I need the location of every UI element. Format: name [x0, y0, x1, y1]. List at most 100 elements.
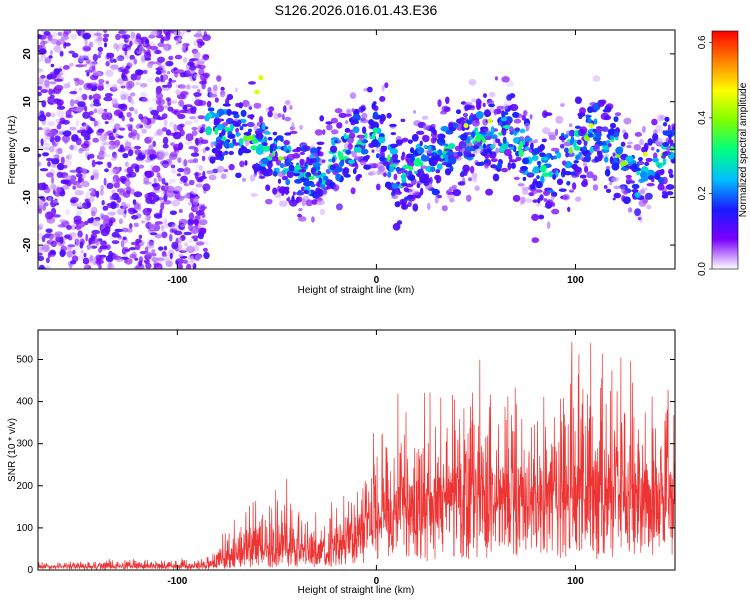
heatmap-cell: [452, 151, 458, 157]
heatmap-cell: [555, 115, 564, 124]
heatmap-cell: [124, 179, 131, 187]
heatmap-cell: [53, 44, 62, 52]
heatmap-cell: [395, 139, 404, 145]
heatmap-cell: [134, 38, 142, 45]
heatmap-cell: [347, 143, 353, 150]
spectrogram-x-label: Height of straight line (km): [298, 285, 415, 296]
heatmap-cell: [421, 180, 427, 184]
heatmap-cell: [412, 203, 419, 212]
heatmap-cell: [255, 133, 264, 140]
heatmap-cell: [541, 138, 547, 143]
heatmap-cell: [57, 224, 66, 228]
heatmap-cell: [389, 165, 395, 172]
heatmap-cell: [371, 132, 376, 140]
heatmap-cell: [125, 30, 135, 33]
heatmap-cell: [77, 230, 83, 238]
heatmap-cell: [128, 106, 135, 112]
heatmap-cell: [178, 253, 184, 258]
heatmap-cell: [596, 155, 603, 162]
heatmap-cell: [522, 188, 529, 195]
heatmap-cell: [175, 89, 181, 96]
heatmap-cell: [206, 100, 212, 108]
y-tick-label: 10: [22, 96, 33, 108]
heatmap-cell: [83, 173, 87, 179]
heatmap-cell: [88, 188, 97, 192]
heatmap-cell: [440, 138, 445, 144]
heatmap-cell: [130, 129, 138, 137]
heatmap-cell: [183, 171, 188, 176]
x-tick-label: 100: [567, 275, 584, 286]
heatmap-cell: [163, 245, 168, 251]
heatmap-cell: [136, 69, 144, 75]
heatmap-cell: [127, 96, 134, 104]
heatmap-cell: [56, 38, 65, 45]
heatmap-cell: [38, 225, 42, 231]
heatmap-cell: [65, 114, 73, 119]
heatmap-cell: [520, 166, 528, 171]
heatmap-cell: [538, 214, 545, 220]
heatmap-cell: [446, 151, 455, 156]
heatmap-cell: [40, 74, 46, 79]
heatmap-cell: [88, 196, 95, 203]
heatmap-cell: [234, 87, 238, 93]
heatmap-cell: [84, 53, 90, 59]
heatmap-cell: [153, 178, 157, 184]
heatmap-cell: [639, 189, 646, 195]
heatmap-cell: [579, 174, 587, 179]
heatmap-cell: [493, 109, 497, 116]
heatmap-cell: [219, 90, 226, 98]
heatmap-cell: [194, 171, 199, 180]
heatmap-cell: [310, 167, 316, 175]
heatmap-cell: [116, 166, 120, 173]
y-tick-label: 0: [22, 146, 33, 152]
heatmap-cell: [47, 121, 56, 127]
heatmap-cell: [546, 221, 551, 230]
heatmap-cell: [194, 254, 202, 262]
heatmap-cell: [404, 188, 413, 193]
heatmap-cell: [90, 175, 95, 181]
heatmap-cell: [569, 123, 573, 128]
heatmap-cell: [161, 253, 168, 258]
heatmap-cell: [128, 149, 134, 157]
heatmap-cell: [483, 143, 486, 150]
heatmap-cell: [235, 127, 240, 133]
heatmap-cell: [122, 153, 129, 159]
heatmap-cell: [604, 156, 609, 163]
heatmap-cell: [206, 113, 212, 119]
heatmap-cell: [523, 110, 528, 116]
heatmap-cell: [123, 259, 128, 263]
heatmap-cell: [512, 194, 521, 202]
heatmap-cell: [198, 64, 206, 70]
heatmap-cell: [111, 231, 120, 238]
heatmap-cell: [153, 266, 157, 269]
heatmap-cell: [361, 112, 368, 120]
heatmap-cell: [567, 152, 575, 157]
heatmap-cell: [93, 32, 103, 37]
heatmap-cell: [121, 64, 125, 70]
heatmap-cell: [410, 147, 415, 154]
heatmap-cell: [147, 77, 154, 83]
heatmap-cell: [379, 96, 386, 102]
heatmap-cell: [252, 139, 259, 144]
heatmap-cell: [469, 165, 475, 174]
heatmap-cell: [118, 218, 123, 225]
heatmap-cell: [597, 99, 605, 107]
heatmap-cell: [613, 192, 621, 199]
heatmap-cell: [264, 131, 271, 135]
heatmap-cell: [106, 182, 114, 190]
heatmap-cell: [257, 128, 263, 132]
heatmap-cell: [611, 177, 620, 182]
heatmap-cell: [38, 86, 42, 91]
heatmap-cell: [183, 231, 192, 236]
heatmap-cell: [169, 228, 174, 234]
heatmap-cell: [181, 248, 186, 253]
heatmap-cell: [284, 132, 292, 136]
heatmap-cell: [64, 175, 71, 179]
heatmap-cell: [490, 164, 497, 169]
heatmap-cell: [298, 169, 307, 173]
heatmap-cell: [89, 254, 94, 262]
heatmap-cell: [346, 108, 351, 114]
heatmap-cell: [639, 138, 644, 146]
heatmap-cell: [434, 195, 439, 204]
heatmap-cell: [472, 176, 477, 183]
